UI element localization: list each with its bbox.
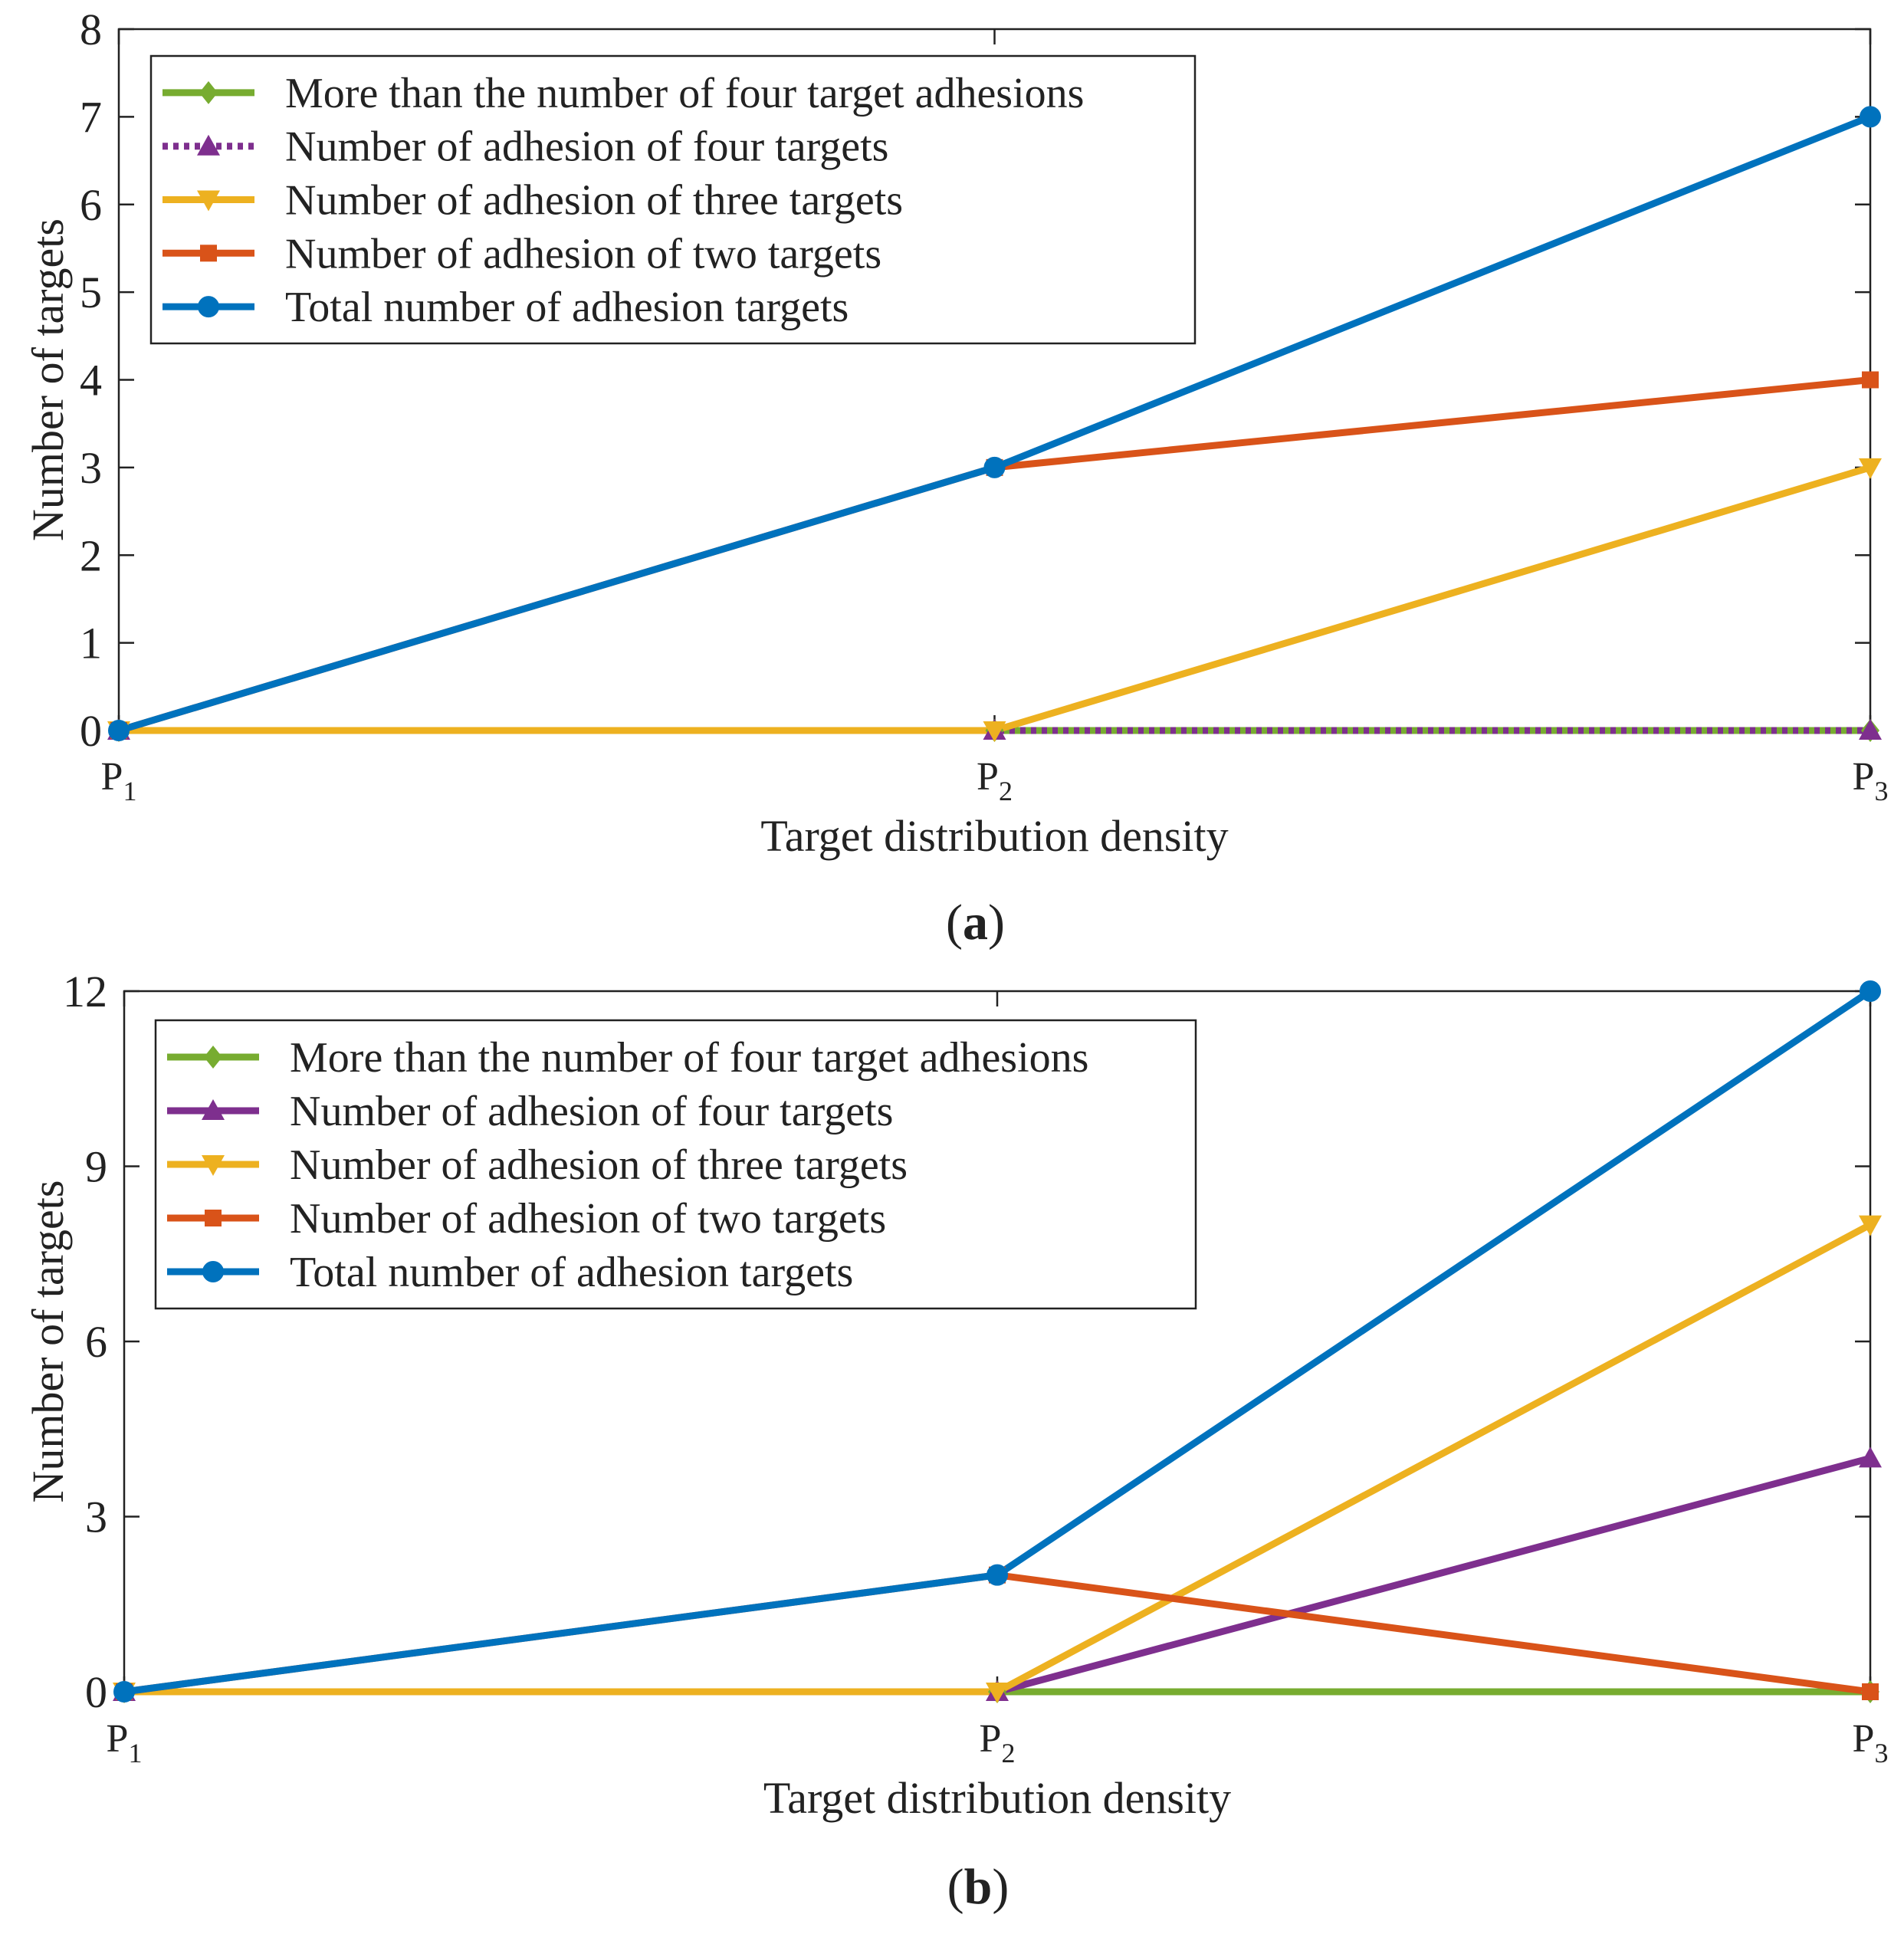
legend-marker <box>197 134 220 156</box>
data-point-s5-p3 <box>1860 980 1881 1002</box>
legend-marker <box>202 1155 225 1176</box>
x-axis-label: Target distribution density <box>760 811 1228 861</box>
y-tick-label: 8 <box>80 5 102 54</box>
y-tick-label: 0 <box>80 706 102 756</box>
x-tick-label: P1 <box>101 755 137 806</box>
legend-label: Total number of adhesion targets <box>285 284 849 331</box>
legend-marker <box>202 1261 224 1282</box>
y-tick-label: 3 <box>85 1492 107 1542</box>
y-axis-label: Number of targets <box>23 218 73 541</box>
legend-marker <box>198 296 219 318</box>
data-point-s4-p3 <box>1862 371 1879 389</box>
x-axis-label: Target distribution density <box>763 1773 1231 1823</box>
series-line-4 <box>123 1571 1871 1696</box>
legend-label: Number of adhesion of two targets <box>290 1195 886 1243</box>
x-tick-label: P1 <box>107 1717 143 1768</box>
y-tick-label: 4 <box>80 356 102 406</box>
x-tick-label: P2 <box>980 1717 1016 1768</box>
y-tick-label: 0 <box>85 1667 107 1717</box>
y-tick-label: 6 <box>80 180 102 230</box>
data-point-s4-p3 <box>1862 1683 1879 1700</box>
chart-panel-a: 0 1 2 3 4 5 6 7 8 P1 P2 P3 Target distribution densi… <box>23 5 1888 951</box>
data-point-s3-p2 <box>983 721 1006 742</box>
data-point-s2-p3 <box>1859 719 1882 740</box>
legend-label: Number of adhesion of three targets <box>290 1141 908 1189</box>
legend-marker <box>199 80 218 104</box>
y-tick-label: 1 <box>80 619 102 668</box>
data-point-s5-p2 <box>983 456 1006 478</box>
data-point-s3-p2 <box>986 1683 1009 1703</box>
legend-label: More than the number of four target adhe… <box>290 1034 1088 1082</box>
data-point-s5-p1 <box>108 720 130 741</box>
series-line-3 <box>119 464 1872 734</box>
y-tick-label: 6 <box>85 1317 107 1367</box>
chart-panel-b: 0 3 6 9 12 P1 P2 P3 Target distribution density N… <box>23 967 1888 1915</box>
y-tick-label: 9 <box>85 1142 107 1192</box>
y-tick-label: 2 <box>80 530 102 580</box>
x-tick-label: P3 <box>1853 755 1889 806</box>
legend-marker <box>200 245 217 262</box>
legend-box <box>149 54 1197 345</box>
x-tick-label: P2 <box>977 755 1013 806</box>
legend-label: Number of adhesion of four targets <box>285 123 888 171</box>
y-tick-label: 12 <box>63 967 107 1016</box>
panel-caption: (a) <box>946 895 1005 951</box>
legend-label: More than the number of four target adhe… <box>285 70 1084 117</box>
data-point-s3-p3 <box>1859 458 1882 479</box>
legend-marker <box>197 190 220 212</box>
legend-marker <box>205 1210 222 1226</box>
data-point-s5-p2 <box>986 1564 1008 1586</box>
data-point-s5-p1 <box>113 1681 135 1703</box>
legend-box <box>154 1019 1197 1310</box>
data-point-s2-p3 <box>1859 1446 1882 1468</box>
series-line-4 <box>117 376 1871 734</box>
legend-marker <box>204 1046 222 1069</box>
legend-label: Number of adhesion of three targets <box>285 177 903 225</box>
legend-label: Total number of adhesion targets <box>290 1249 853 1296</box>
y-tick-label: 3 <box>80 443 102 493</box>
data-point-s3-p3 <box>1859 1215 1882 1236</box>
y-axis-label: Number of targets <box>23 1180 73 1503</box>
data-point-s5-p3 <box>1860 106 1881 128</box>
y-tick-label: 7 <box>80 92 102 142</box>
legend-label: Number of adhesion of two targets <box>285 230 881 277</box>
legend-label: Number of adhesion of four targets <box>290 1088 893 1135</box>
legend-marker <box>202 1099 225 1120</box>
panel-caption: (b) <box>947 1859 1009 1915</box>
y-tick-label: 5 <box>80 268 102 317</box>
x-tick-label: P3 <box>1853 1717 1889 1768</box>
